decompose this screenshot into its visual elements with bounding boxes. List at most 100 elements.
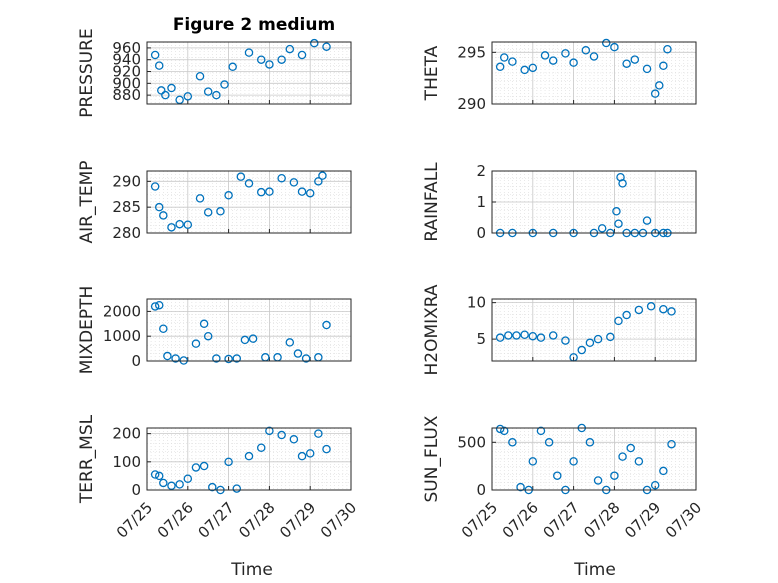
- data-point: [305, 188, 315, 198]
- data-point: [322, 42, 331, 51]
- data-point: [622, 310, 631, 320]
- x-tick-label: 07/28: [235, 498, 278, 541]
- axes-border: [146, 41, 352, 105]
- figure-title: Figure 2 medium: [173, 15, 335, 35]
- y-tick-label: 10: [467, 294, 486, 312]
- data-point: [159, 324, 168, 334]
- y-tick-label: 200: [112, 425, 141, 443]
- data-point: [528, 63, 538, 73]
- data-point: [167, 223, 176, 232]
- data-point: [265, 187, 274, 196]
- data-point: [569, 58, 578, 67]
- data-point: [154, 202, 164, 212]
- data-point: [310, 38, 319, 48]
- data-point: [512, 331, 521, 340]
- data-point: [175, 95, 184, 105]
- data-point: [614, 316, 623, 326]
- data-point: [183, 474, 193, 483]
- data-point: [195, 194, 205, 203]
- data-point: [289, 435, 299, 444]
- data-point: [495, 333, 505, 342]
- x-tick-label: 07/26: [154, 498, 197, 541]
- x-tick-label: 07/25: [458, 498, 501, 541]
- data-point: [618, 179, 627, 188]
- data-point: [508, 57, 517, 66]
- data-point: [504, 331, 513, 340]
- data-point: [516, 482, 525, 492]
- data-point: [159, 211, 168, 220]
- data-point: [175, 480, 184, 489]
- data-point: [163, 351, 172, 361]
- data-point: [220, 80, 229, 89]
- data-point: [159, 478, 168, 488]
- y-axis-label: SUN_FLUX: [422, 415, 442, 502]
- y-tick-label: 290: [457, 95, 486, 113]
- axes-border: [491, 427, 697, 491]
- data-point: [256, 187, 266, 197]
- x-axis-label-left: Time: [230, 560, 273, 580]
- axes-border: [491, 170, 697, 234]
- axes-border: [491, 298, 697, 362]
- data-point: [154, 300, 164, 310]
- data-point: [244, 48, 254, 57]
- subplot-3: 280 285 290 AIR_TEMP: [77, 161, 352, 244]
- y-axis-label: RAINFALL: [422, 162, 442, 242]
- data-point: [601, 38, 611, 48]
- data-point: [244, 451, 254, 461]
- data-point: [561, 336, 570, 345]
- x-tick-label: 07/29: [276, 498, 319, 541]
- data-point: [314, 429, 323, 438]
- data-point: [508, 438, 517, 447]
- data-point: [646, 302, 656, 311]
- data-point: [248, 334, 258, 343]
- data-point: [203, 331, 213, 341]
- data-point: [150, 50, 160, 60]
- data-point: [183, 92, 193, 101]
- data-point: [593, 476, 603, 485]
- data-point: [536, 333, 546, 342]
- data-point: [224, 457, 233, 467]
- x-tick-label: 07/27: [194, 498, 237, 541]
- data-point: [520, 65, 529, 75]
- data-point: [244, 179, 254, 188]
- data-point: [171, 354, 180, 363]
- data-point: [199, 461, 209, 471]
- data-point: [659, 466, 668, 476]
- data-point: [322, 444, 331, 454]
- y-tick-label: 295: [457, 43, 486, 61]
- data-point: [569, 457, 578, 466]
- data-point: [642, 64, 652, 74]
- data-point: [297, 50, 307, 60]
- x-tick-label: 07/27: [539, 498, 582, 541]
- data-point: [256, 55, 266, 64]
- subplot-4: 0 1 2 RAINFALL: [422, 162, 697, 242]
- data-point: [655, 81, 664, 90]
- data-point: [589, 52, 599, 61]
- data-point: [224, 354, 233, 364]
- data-point: [154, 61, 164, 70]
- data-point: [626, 443, 635, 453]
- data-point: [528, 331, 538, 341]
- data-point: [293, 349, 303, 358]
- data-point: [228, 62, 237, 72]
- data-point: [240, 335, 250, 345]
- data-point: [175, 219, 184, 229]
- data-point: [285, 338, 295, 347]
- y-tick-label: 2: [476, 162, 486, 180]
- y-tick-label: 920: [112, 63, 141, 81]
- data-point: [622, 59, 631, 68]
- axes-border: [146, 298, 352, 362]
- data-point: [305, 449, 315, 458]
- data-point: [191, 463, 201, 472]
- data-point: [548, 331, 558, 340]
- x-tick-label: 07/26: [499, 498, 542, 541]
- y-tick-label: 0: [131, 352, 141, 370]
- data-point: [634, 457, 644, 466]
- subplot-5: 0 1000 2000 MIXDEPTH: [77, 286, 352, 374]
- data-point: [277, 55, 286, 64]
- data-point: [593, 334, 603, 344]
- data-point: [499, 426, 509, 436]
- data-point: [232, 484, 242, 493]
